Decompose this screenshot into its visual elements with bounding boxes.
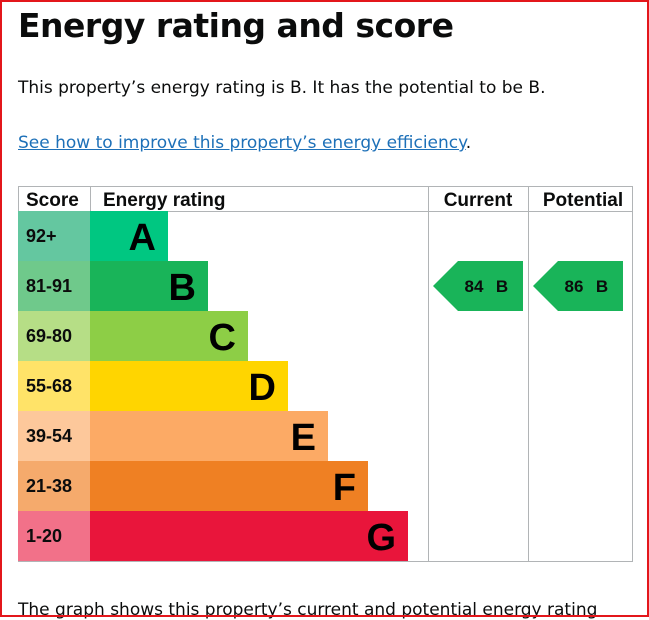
current-rating-letter: B bbox=[496, 277, 508, 296]
band-letter-a: A bbox=[129, 217, 156, 259]
rating-summary: This property’s energy rating is B. It h… bbox=[18, 78, 546, 98]
score-range-g: 1-20 bbox=[26, 526, 62, 546]
score-cell-a bbox=[18, 211, 90, 261]
header-score: Score bbox=[26, 190, 79, 211]
improve-efficiency-link[interactable]: See how to improve this property’s energ… bbox=[18, 133, 466, 153]
score-range-f: 21-38 bbox=[26, 476, 72, 496]
graph-description: The graph shows this property’s current … bbox=[18, 600, 598, 620]
score-cell-e bbox=[18, 411, 90, 461]
header-potential: Potential bbox=[543, 190, 623, 211]
score-range-c: 69-80 bbox=[26, 326, 72, 346]
score-range-d: 55-68 bbox=[26, 376, 72, 396]
current-rating-score: 84 bbox=[465, 277, 484, 296]
potential-rating-letter: B bbox=[596, 277, 608, 296]
header-energy-rating: Energy rating bbox=[103, 190, 225, 211]
band-bar-f bbox=[90, 461, 368, 511]
band-letter-b: B bbox=[169, 267, 196, 309]
band-bar-g bbox=[90, 511, 408, 561]
band-letter-g: G bbox=[366, 517, 396, 559]
band-letter-f: F bbox=[333, 467, 356, 509]
band-letter-e: E bbox=[291, 417, 316, 459]
current-rating-arrow bbox=[433, 261, 523, 311]
band-bar-e bbox=[90, 411, 328, 461]
score-range-a: 92+ bbox=[26, 226, 57, 246]
band-bar-c bbox=[90, 311, 248, 361]
score-cell-c bbox=[18, 311, 90, 361]
score-range-e: 39-54 bbox=[26, 426, 72, 446]
score-cell-g bbox=[18, 511, 90, 561]
score-range-b: 81-91 bbox=[26, 276, 72, 296]
band-letter-c: C bbox=[209, 317, 236, 359]
page-title: Energy rating and score bbox=[18, 6, 454, 45]
score-cell-b bbox=[18, 261, 90, 311]
band-bar-b bbox=[90, 261, 208, 311]
potential-rating-score: 86 bbox=[565, 277, 584, 296]
improve-suffix: . bbox=[465, 133, 472, 153]
rating-bands: 92+ A 81-91 B 69-80 C 55-68 D 39-54 E 21-38 F 1-20 G bbox=[18, 211, 408, 561]
potential-rating-arrow bbox=[533, 261, 623, 311]
band-bar-a bbox=[90, 211, 168, 261]
header-current: Current bbox=[444, 190, 513, 211]
score-cell-d bbox=[18, 361, 90, 411]
rating-arrows: 84 B 86 B bbox=[433, 261, 623, 311]
band-letter-d: D bbox=[249, 367, 276, 409]
score-cell-f bbox=[18, 461, 90, 511]
band-bar-d bbox=[90, 361, 288, 411]
improve-paragraph: See how to improve this property’s energ… bbox=[18, 133, 471, 153]
